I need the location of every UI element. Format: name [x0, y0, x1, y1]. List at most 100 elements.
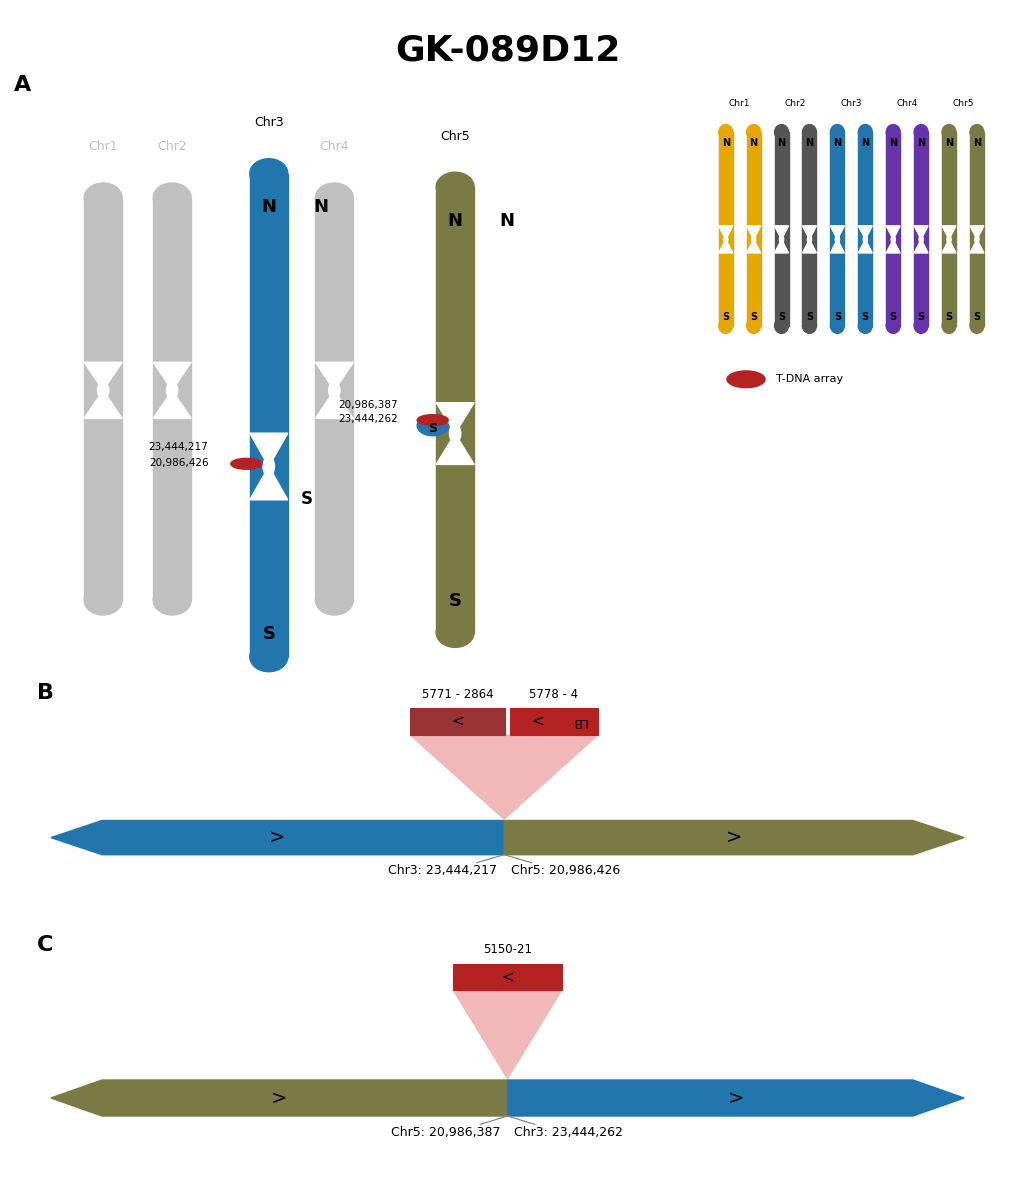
- Text: S: S: [750, 312, 757, 322]
- Text: C: C: [38, 935, 54, 955]
- Ellipse shape: [947, 235, 951, 244]
- Text: >: >: [728, 1088, 744, 1108]
- Ellipse shape: [719, 125, 733, 140]
- Polygon shape: [410, 734, 598, 820]
- Polygon shape: [453, 990, 562, 1079]
- Bar: [510, 708, 598, 734]
- Text: <: <: [452, 714, 464, 728]
- Ellipse shape: [886, 318, 900, 334]
- Text: 5778 - 4: 5778 - 4: [529, 688, 579, 701]
- Ellipse shape: [84, 182, 122, 212]
- Ellipse shape: [830, 318, 844, 334]
- Text: N: N: [889, 138, 897, 148]
- Ellipse shape: [747, 125, 760, 140]
- Text: Chr3: Chr3: [254, 116, 283, 128]
- Polygon shape: [915, 239, 928, 253]
- Bar: [316, 198, 353, 600]
- Bar: [886, 132, 900, 325]
- Polygon shape: [84, 362, 122, 390]
- Ellipse shape: [230, 458, 262, 469]
- Bar: [970, 132, 984, 325]
- Ellipse shape: [97, 382, 109, 398]
- Polygon shape: [970, 226, 984, 239]
- Text: N: N: [861, 138, 870, 148]
- Text: Chr1: Chr1: [88, 140, 118, 154]
- Text: N: N: [261, 198, 276, 216]
- Ellipse shape: [807, 235, 812, 244]
- Text: S: S: [449, 593, 462, 611]
- Polygon shape: [316, 390, 353, 419]
- Ellipse shape: [942, 125, 956, 140]
- Polygon shape: [747, 239, 760, 253]
- Ellipse shape: [915, 318, 928, 334]
- Polygon shape: [153, 362, 191, 390]
- Text: N: N: [917, 138, 926, 148]
- Text: 23,444,262: 23,444,262: [338, 414, 398, 424]
- Bar: [747, 132, 760, 325]
- Text: S: S: [300, 490, 313, 508]
- Polygon shape: [51, 821, 504, 854]
- Text: Chr1: Chr1: [729, 98, 750, 108]
- Text: >: >: [726, 828, 742, 847]
- Text: N: N: [805, 138, 814, 148]
- Polygon shape: [719, 239, 733, 253]
- Text: S: S: [833, 312, 841, 322]
- Ellipse shape: [803, 318, 816, 334]
- Text: 23,444,217: 23,444,217: [148, 442, 208, 452]
- Bar: [915, 132, 928, 325]
- Ellipse shape: [417, 415, 449, 426]
- Text: N: N: [972, 138, 982, 148]
- Bar: [436, 187, 474, 632]
- Polygon shape: [774, 226, 789, 239]
- Ellipse shape: [450, 425, 461, 443]
- Ellipse shape: [719, 318, 733, 334]
- Text: A: A: [13, 74, 30, 95]
- Text: N: N: [833, 138, 841, 148]
- Ellipse shape: [263, 456, 274, 476]
- Ellipse shape: [153, 182, 191, 212]
- Ellipse shape: [891, 235, 895, 244]
- Polygon shape: [886, 226, 900, 239]
- Polygon shape: [803, 226, 816, 239]
- Text: S: S: [862, 312, 869, 322]
- Ellipse shape: [835, 235, 839, 244]
- Polygon shape: [886, 239, 900, 253]
- Polygon shape: [970, 239, 984, 253]
- Bar: [830, 132, 844, 325]
- Ellipse shape: [724, 235, 728, 244]
- Ellipse shape: [919, 235, 924, 244]
- Polygon shape: [84, 390, 122, 419]
- Polygon shape: [504, 821, 964, 854]
- Bar: [774, 132, 789, 325]
- Ellipse shape: [316, 182, 353, 212]
- Text: N: N: [945, 138, 953, 148]
- Ellipse shape: [250, 158, 288, 188]
- Polygon shape: [719, 226, 733, 239]
- Text: GK-089D12: GK-089D12: [395, 34, 620, 67]
- Text: Chr2: Chr2: [157, 140, 187, 154]
- Bar: [250, 174, 288, 656]
- Ellipse shape: [747, 318, 760, 334]
- Text: S: S: [428, 421, 437, 434]
- Polygon shape: [316, 362, 353, 390]
- Text: S: S: [806, 312, 813, 322]
- Text: Chr5: Chr5: [952, 98, 973, 108]
- Text: Chr4: Chr4: [896, 98, 918, 108]
- Text: Chr5: Chr5: [441, 130, 470, 143]
- Text: N: N: [313, 198, 328, 216]
- Ellipse shape: [329, 382, 340, 398]
- Bar: [803, 132, 816, 325]
- Ellipse shape: [436, 618, 474, 648]
- Ellipse shape: [803, 125, 816, 140]
- Text: S: S: [945, 312, 953, 322]
- Text: B: B: [38, 683, 54, 702]
- Polygon shape: [915, 226, 928, 239]
- Polygon shape: [250, 467, 288, 500]
- Ellipse shape: [970, 318, 984, 334]
- Ellipse shape: [859, 125, 872, 140]
- Text: S: S: [777, 312, 786, 322]
- Ellipse shape: [863, 235, 868, 244]
- Ellipse shape: [886, 125, 900, 140]
- Ellipse shape: [970, 125, 984, 140]
- Text: >: >: [271, 1088, 287, 1108]
